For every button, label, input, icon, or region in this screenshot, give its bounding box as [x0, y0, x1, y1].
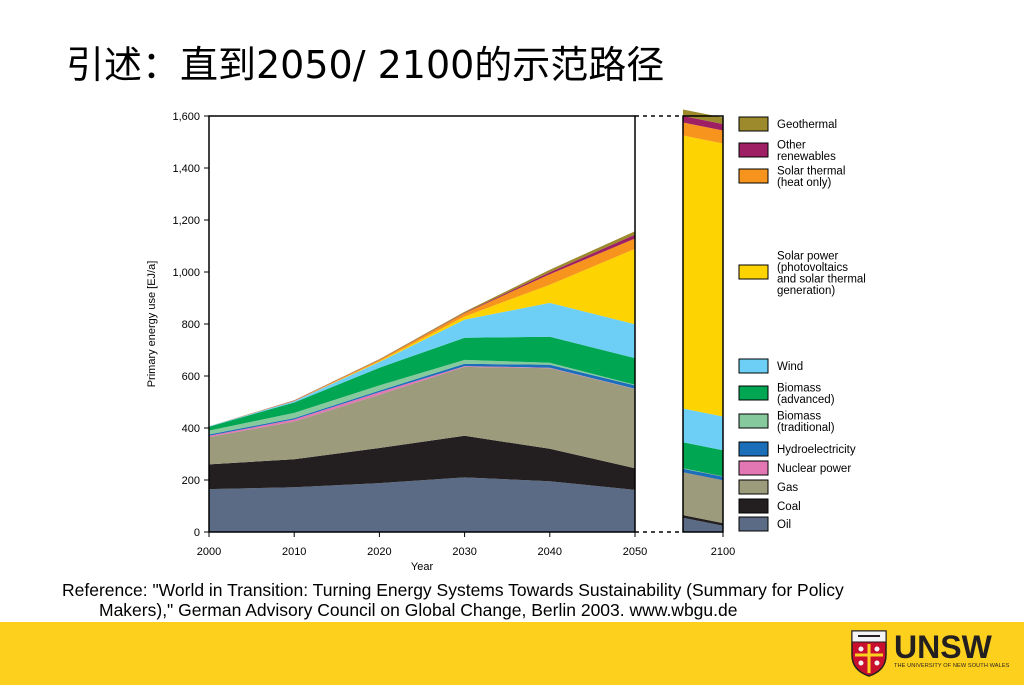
unsw-logo: UNSW THE UNIVERSITY OF NEW SOUTH WALES — [850, 629, 1010, 679]
area-oil — [209, 477, 635, 532]
y-tick-label: 800 — [182, 319, 200, 331]
area-geothermal — [209, 231, 635, 427]
legend-label: Coal — [777, 501, 801, 513]
reference-line-2: Makers)," German Advisory Council on Glo… — [99, 600, 738, 620]
area-hydroelectricity — [209, 363, 635, 436]
area-coal — [209, 435, 635, 490]
x-tick-label: 2050 — [623, 546, 647, 558]
legend-label: Wind — [777, 361, 803, 373]
area-2100-oil — [683, 517, 723, 532]
stacked-areas-2100 — [683, 109, 723, 532]
legend-label: Solar power (photovoltaics and solar therm… — [777, 251, 866, 298]
x-axis: 2000 2010 2020 2030 2040 2050 2100 — [197, 532, 735, 558]
y-tick-label: 1,400 — [172, 163, 200, 175]
legend-swatch — [738, 142, 769, 158]
legend-swatch — [738, 516, 769, 532]
x-tick-label: 2020 — [367, 546, 391, 558]
legend-swatch — [738, 498, 769, 514]
x-tick-label: 2030 — [452, 546, 476, 558]
legend-label: Biomass (advanced) — [777, 383, 835, 407]
y-tick-label: 400 — [182, 423, 200, 435]
area-solar-power-photovoltaics-and-solar-thermal-generation — [209, 248, 635, 427]
area-2100-coal — [683, 515, 723, 526]
legend-swatch — [738, 479, 769, 495]
slide-title: 引述：直到2050/ 2100的示范路径 — [66, 43, 665, 87]
legend-label: Geothermal — [777, 119, 837, 131]
y-tick-label: 600 — [182, 371, 200, 383]
area-2100-other-renewables — [683, 116, 723, 131]
area-gas — [209, 366, 635, 469]
area-2100-hydroelectricity — [683, 468, 723, 481]
legend-label: Other renewables — [777, 140, 836, 164]
legend-swatch — [738, 385, 769, 401]
area-2100-gas — [683, 472, 723, 524]
legend-label: Solar thermal (heat only) — [777, 166, 845, 190]
legend-label: Oil — [777, 519, 791, 531]
legend-swatch — [738, 116, 769, 132]
x-tick-label: 2010 — [282, 546, 306, 558]
legend-swatch — [738, 358, 769, 374]
y-tick-label: 1,200 — [172, 215, 200, 227]
y-tick-label: 1,600 — [172, 111, 200, 123]
unsw-crest-icon — [851, 630, 887, 677]
legend-label: Nuclear power — [777, 463, 851, 475]
logo-wordmark: UNSW — [894, 629, 992, 665]
area-2100-wind — [683, 408, 723, 451]
area-nuclear-power — [209, 366, 635, 438]
area-2100-solar-thermal-heat-only — [683, 122, 723, 144]
x-tick-label: 2000 — [197, 546, 221, 558]
legend-swatch — [738, 168, 769, 184]
legend-swatch — [738, 460, 769, 476]
area-2100-solar-power-photovoltaics-and-solar-thermal-generation — [683, 135, 723, 417]
legend-label: Hydroelectricity — [777, 444, 856, 456]
legend-swatch — [738, 413, 769, 429]
y-axis-label: Primary energy use [EJ/a] — [146, 261, 158, 388]
area-wind — [209, 302, 635, 427]
x-tick-label: 2040 — [538, 546, 562, 558]
y-axis: 0 200 400 600 800 1,000 1,200 1,400 1,600 — [172, 111, 209, 539]
y-tick-label: 200 — [182, 475, 200, 487]
area-2100-biomass-advanced — [683, 442, 723, 477]
logo-subtitle: THE UNIVERSITY OF NEW SOUTH WALES — [894, 663, 1010, 669]
y-tick-label: 0 — [194, 527, 200, 539]
reference-text: Reference: "World in Transition: Turning… — [62, 580, 992, 620]
legend-swatch — [738, 264, 769, 280]
x-axis-label: Year — [411, 561, 434, 573]
stacked-areas — [209, 231, 635, 532]
x-tick-label: 2100 — [711, 546, 735, 558]
area-other-renewables — [209, 234, 635, 427]
area-biomass-traditional — [209, 359, 635, 435]
plot-area-2100-border — [682, 115, 724, 533]
area-solar-thermal-heat-only — [209, 238, 635, 427]
y-tick-label: 1,000 — [172, 267, 200, 279]
area-2100-biomass-traditional — [683, 468, 723, 477]
legend-label: Biomass (traditional) — [777, 411, 835, 435]
legend-label: Gas — [777, 482, 798, 494]
area-biomass-advanced — [209, 336, 635, 431]
reference-line-1: Reference: "World in Transition: Turning… — [62, 580, 844, 600]
legend-swatch — [738, 441, 769, 457]
